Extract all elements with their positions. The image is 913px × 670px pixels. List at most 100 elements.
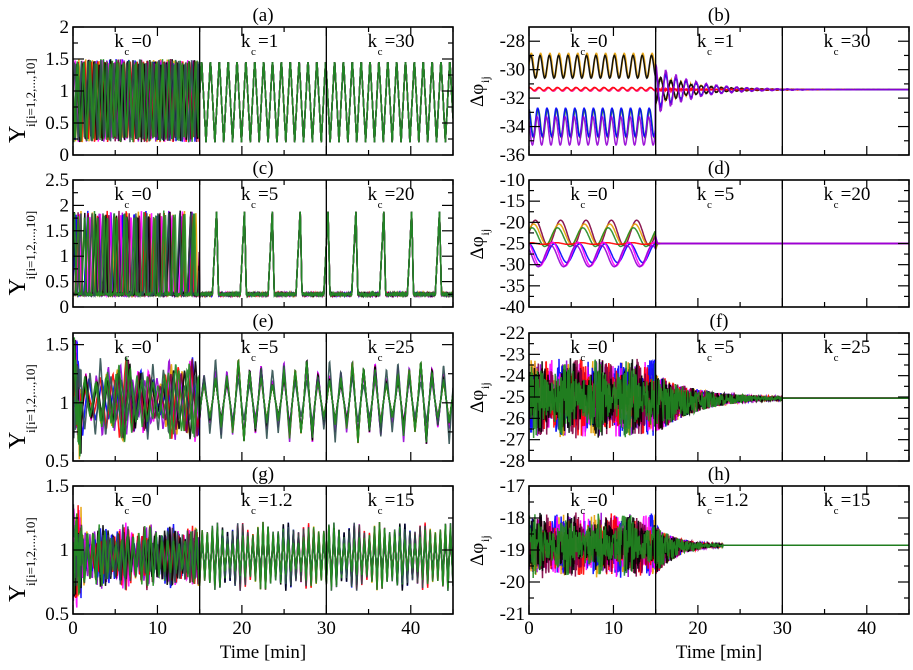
coupling-label: k c =5 — [241, 184, 278, 211]
y-tick-label: -20 — [500, 212, 525, 233]
coupling-label: k c =0 — [570, 337, 607, 364]
coupling-label: k c =1.2 — [697, 490, 748, 517]
coupling-value: =1.2 — [714, 490, 748, 511]
panel-a: 00.511.52(a)k c =0 k c =1 k c =30Yi[i=1,2,...,10… — [5, 5, 454, 166]
y-tick-label: -24 — [500, 366, 526, 387]
panel-f: -28-27-26-25-24-23-22(f)k c =0 k c =5 k c =25Δφi… — [467, 311, 910, 472]
x-tick-label: 0 — [68, 618, 78, 639]
series-line-1 — [529, 223, 909, 250]
coupling-value: =1.2 — [258, 490, 292, 511]
coupling-value: =0 — [131, 490, 151, 511]
y-tick-label: 1.5 — [45, 49, 69, 70]
y-tick-label: -21 — [500, 604, 525, 625]
x-tick-label: 20 — [232, 618, 251, 639]
coupling-k: k — [697, 337, 707, 358]
panel-title: (d) — [708, 158, 730, 179]
plot-area — [529, 219, 909, 268]
y-tick-label: -35 — [500, 276, 525, 297]
y-axis-label-sub: ij — [478, 76, 492, 83]
coupling-sub: c — [580, 199, 585, 211]
coupling-k: k — [697, 31, 707, 52]
coupling-k: k — [114, 490, 124, 511]
coupling-label: k c =1.2 — [241, 490, 292, 517]
y-tick-label: -15 — [500, 191, 525, 212]
coupling-sub: c — [707, 46, 712, 58]
plot-area — [529, 358, 909, 439]
coupling-sub: c — [124, 352, 129, 364]
y-tick-label: 2 — [60, 195, 70, 216]
series-line-9 — [73, 345, 453, 445]
coupling-sub: c — [251, 505, 256, 517]
coupling-label: k c =1 — [697, 31, 734, 58]
x-tick-label: 30 — [773, 618, 792, 639]
coupling-sub: c — [378, 352, 383, 364]
coupling-sub: c — [707, 199, 712, 211]
coupling-label: k c =15 — [824, 490, 871, 517]
x-tick-label: 0 — [524, 618, 534, 639]
panel-c: 00.511.522.5(c)k c =0 k c =5 k c =20Yi[i=1,2,...… — [5, 158, 454, 318]
y-tick-label: -34 — [500, 117, 526, 138]
panel-h: 0 10 20 30 40-21-20-19-18-17(h)k c =0 k c =1.2 k c =… — [467, 464, 910, 663]
y-tick-label: 0.5 — [45, 113, 69, 134]
y-axis-label-sub: i[i=1,2,...,10] — [23, 364, 38, 433]
y-tick-label: -26 — [500, 408, 525, 429]
coupling-sub: c — [707, 505, 712, 517]
panel-d: -40-35-30-25-20-15-10(d)k c =0 k c =5 k c =20Δφi… — [467, 158, 910, 318]
y-axis-label: Yi[i=1,2,...,10] — [5, 58, 38, 143]
coupling-sub: c — [834, 199, 839, 211]
coupling-sub: c — [834, 505, 839, 517]
coupling-k: k — [570, 184, 580, 205]
coupling-label: k c =25 — [368, 337, 415, 364]
coupling-sub: c — [834, 46, 839, 58]
y-tick-label: 1.5 — [45, 221, 69, 242]
panel-title: (c) — [252, 158, 273, 179]
coupling-k: k — [241, 31, 251, 52]
coupling-k: k — [824, 184, 834, 205]
y-axis-label-sub: i[i=1,2,...,10] — [23, 211, 38, 280]
coupling-k: k — [570, 337, 580, 358]
y-tick-label: 2 — [60, 17, 70, 38]
coupling-value: =0 — [587, 337, 607, 358]
y-tick-label: -22 — [500, 323, 525, 344]
panel-title: (a) — [252, 5, 273, 26]
coupling-k: k — [697, 184, 707, 205]
y-tick-label: 0.5 — [45, 451, 69, 472]
y-tick-label: 1 — [60, 393, 70, 414]
coupling-value: =0 — [131, 31, 151, 52]
plot-area — [73, 58, 453, 143]
series-line-6 — [529, 63, 909, 147]
coupling-sub: c — [124, 505, 129, 517]
x-axis-label: Time [min] — [220, 642, 306, 663]
series-line-7 — [529, 513, 909, 579]
y-tick-label: -18 — [500, 508, 525, 529]
y-axis-label-sub: ij — [478, 229, 492, 236]
coupling-label: k c =0 — [114, 490, 151, 517]
coupling-label: k c =0 — [114, 184, 151, 211]
panel-title: (g) — [252, 464, 274, 485]
coupling-value: =0 — [587, 184, 607, 205]
coupling-label: k c =0 — [114, 337, 151, 364]
y-tick-label: -40 — [500, 297, 525, 318]
coupling-k: k — [570, 490, 580, 511]
y-axis-label: Yi[i=1,2,...,10] — [5, 364, 38, 449]
plot-area — [529, 52, 909, 147]
y-tick-label: -23 — [500, 344, 525, 365]
y-tick-label: 0.5 — [45, 272, 69, 293]
y-axis-label-sub: ij — [478, 382, 492, 389]
y-tick-label: 1.5 — [45, 476, 69, 497]
coupling-k: k — [368, 31, 378, 52]
panel-title: (h) — [708, 464, 730, 485]
coupling-k: k — [824, 31, 834, 52]
y-tick-label: -17 — [500, 476, 525, 497]
coupling-value: =30 — [841, 31, 871, 52]
y-tick-label: -25 — [500, 387, 525, 408]
coupling-sub: c — [378, 46, 383, 58]
series-line-9 — [73, 59, 453, 143]
coupling-label: k c =30 — [824, 31, 871, 58]
plot-frame — [528, 26, 910, 156]
coupling-label: k c =15 — [368, 490, 415, 517]
y-tick-label: 1 — [60, 246, 70, 267]
y-tick-label: -30 — [500, 255, 525, 276]
